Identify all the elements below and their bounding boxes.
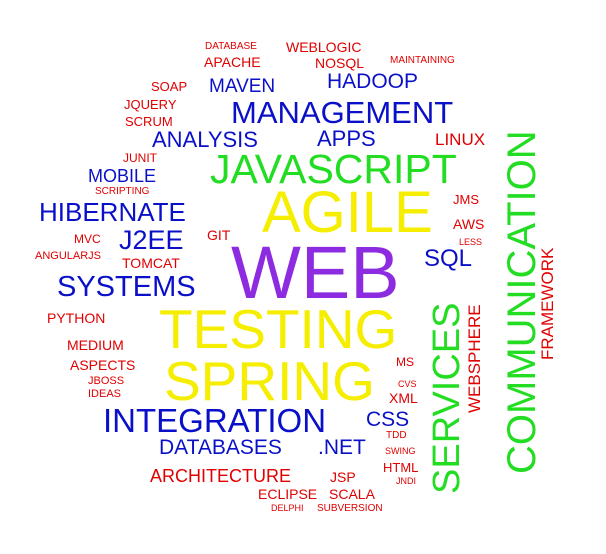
word-hibernate: HIBERNATE xyxy=(39,197,186,227)
word-agile: AGILE xyxy=(262,180,433,245)
word-apps: APPS xyxy=(317,126,376,151)
word-j2ee: J2EE xyxy=(119,225,184,255)
word-ms: MS xyxy=(396,355,414,369)
word-maintaining: MAINTAINING xyxy=(390,55,455,66)
word-nosql: NOSQL xyxy=(315,55,365,71)
word-eclipse: ECLIPSE xyxy=(258,486,318,502)
word-databases: DATABASES xyxy=(159,436,282,459)
word-spring: SPRING xyxy=(164,350,375,412)
word-management: MANAGEMENT xyxy=(231,95,454,130)
word-jndi: JNDI xyxy=(396,476,416,486)
word-web: WEB xyxy=(231,231,400,314)
word-weblogic: WEBLOGIC xyxy=(286,39,362,55)
word-jsp: JSP xyxy=(330,469,356,485)
word-hadoop: HADOOP xyxy=(327,70,419,93)
word-jquery: JQUERY xyxy=(124,97,177,112)
word-css: CSS xyxy=(366,408,410,431)
word-soap: SOAP xyxy=(151,79,188,94)
word-communication: COMMUNICATION xyxy=(500,130,544,474)
word-dotnet: .NET xyxy=(318,436,366,459)
word-javascript: JAVASCRIPT xyxy=(210,146,457,192)
word-linux: LINUX xyxy=(435,130,486,149)
word-services: SERVICES xyxy=(426,302,468,494)
word-aspects: ASPECTS xyxy=(70,357,136,373)
word-maven: MAVEN xyxy=(209,76,276,97)
word-systems: SYSTEMS xyxy=(57,271,196,303)
word-aws: AWS xyxy=(453,216,485,232)
word-websphere: WEBSPHERE xyxy=(465,304,484,413)
word-architecture: ARCHITECTURE xyxy=(150,466,292,486)
word-less: LESS xyxy=(459,237,483,247)
word-tomcat: TOMCAT xyxy=(122,255,180,271)
word-medium: MEDIUM xyxy=(67,337,124,353)
word-angularjs: ANGULARJS xyxy=(35,250,102,262)
word-mobile: MOBILE xyxy=(88,166,157,186)
word-scala: SCALA xyxy=(329,486,375,502)
word-apache: APACHE xyxy=(204,54,261,70)
word-subversion: SUBVERSION xyxy=(317,503,383,514)
word-ideas: IDEAS xyxy=(88,388,122,400)
word-git: GIT xyxy=(207,227,231,243)
word-tdd: TDD xyxy=(386,430,407,441)
word-framework: FRAMEWORK xyxy=(538,247,557,360)
word-html: HTML xyxy=(383,460,419,475)
word-database: DATABASE xyxy=(205,41,257,52)
word-integration: INTEGRATION xyxy=(103,402,327,439)
word-testing: TESTING xyxy=(159,298,398,360)
word-sql: SQL xyxy=(424,245,473,272)
word-delphi: DELPHI xyxy=(271,503,304,513)
word-jboss: JBOSS xyxy=(88,375,125,387)
word-python: PYTHON xyxy=(47,310,106,326)
word-scripting: SCRIPTING xyxy=(95,186,150,197)
word-mvc: MVC xyxy=(74,232,101,246)
word-junit: JUNIT xyxy=(123,151,157,165)
word-cvs: CVS xyxy=(398,379,417,389)
word-analysis: ANALYSIS xyxy=(152,127,258,152)
word-swing: SWING xyxy=(385,446,416,456)
word-jms: JMS xyxy=(453,192,479,207)
word-scrum: SCRUM xyxy=(125,114,173,129)
word-xml: XML xyxy=(389,390,418,406)
